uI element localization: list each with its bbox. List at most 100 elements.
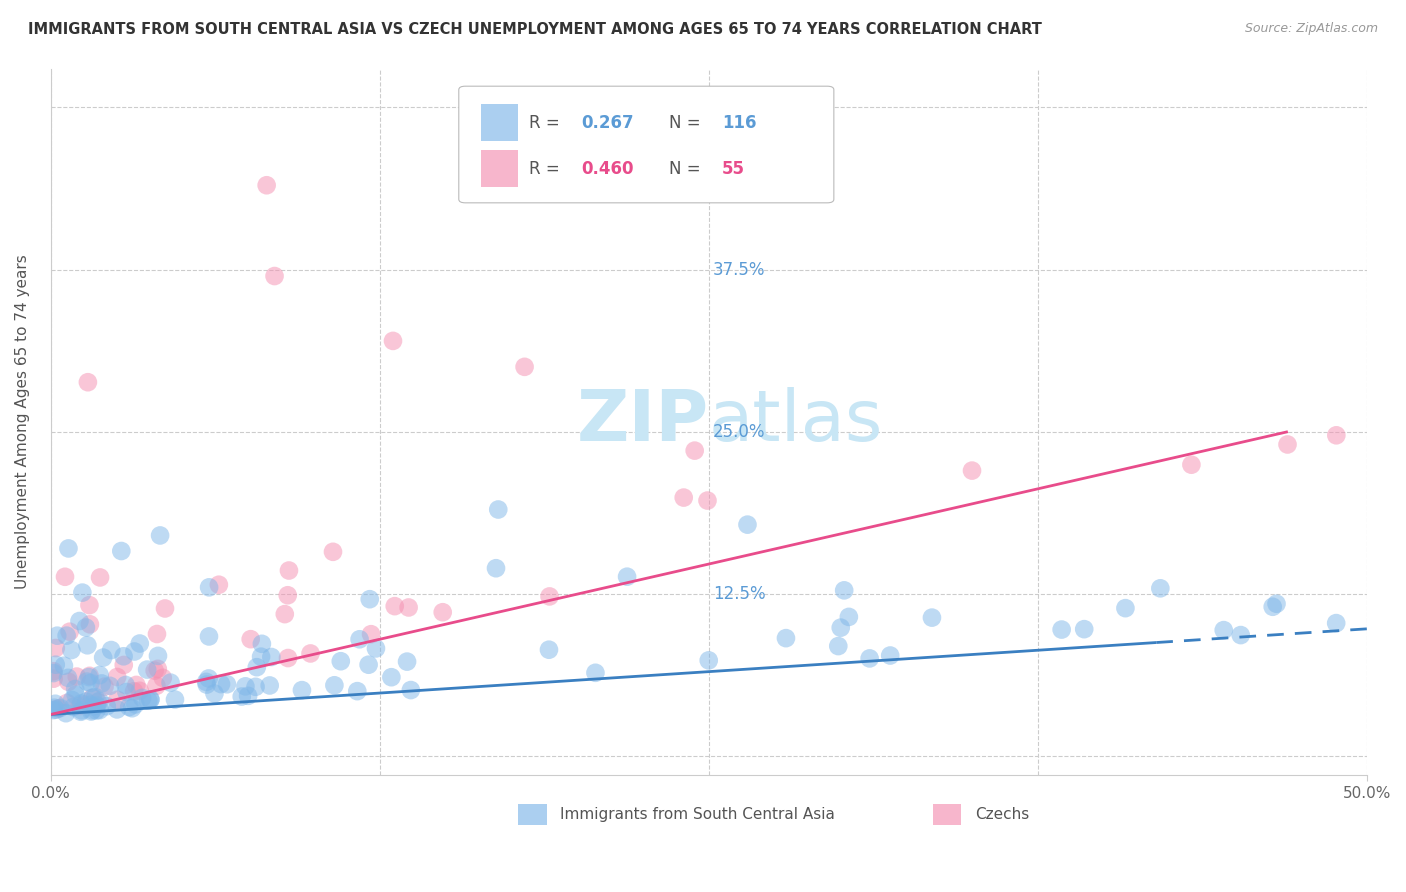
Point [58, 674, 80, 689]
Point [396, 655, 419, 669]
Point [737, 517, 759, 532]
Point [45, 703, 67, 717]
Point [322, 545, 344, 559]
Point [45, 657, 67, 672]
Point [44, 700, 66, 714]
Point [697, 653, 720, 667]
Point [89, 570, 111, 584]
Point [236, 689, 259, 703]
Point [75, 620, 97, 634]
Point [112, 649, 135, 664]
Point [46, 629, 69, 643]
Point [231, 690, 253, 704]
Text: R =: R = [529, 160, 565, 178]
Point [827, 639, 849, 653]
Point [246, 660, 269, 674]
Text: 116: 116 [723, 113, 756, 132]
Point [364, 641, 387, 656]
Point [616, 570, 638, 584]
Point [58, 541, 80, 556]
Point [66, 670, 89, 684]
Point [80, 705, 103, 719]
Text: Source: ZipAtlas.com: Source: ZipAtlas.com [1244, 22, 1378, 36]
Text: 0.460: 0.460 [581, 160, 634, 178]
Point [349, 632, 371, 647]
Text: atlas: atlas [709, 387, 883, 457]
Point [131, 690, 153, 705]
Point [96, 699, 118, 714]
Point [1265, 597, 1288, 611]
Point [683, 443, 706, 458]
Point [1277, 437, 1299, 451]
Point [69, 698, 91, 713]
Point [79, 676, 101, 690]
Bar [481, 104, 517, 141]
Point [77, 670, 100, 684]
Point [538, 590, 561, 604]
Point [152, 671, 174, 685]
Point [112, 657, 135, 672]
Point [139, 692, 162, 706]
Point [380, 670, 402, 684]
Point [485, 561, 508, 575]
Bar [517, 804, 547, 825]
Point [121, 701, 143, 715]
Point [1261, 599, 1284, 614]
Point [1229, 628, 1251, 642]
Point [82, 690, 104, 705]
Point [1050, 623, 1073, 637]
Point [398, 600, 420, 615]
Point [69, 614, 91, 628]
Point [55, 706, 77, 721]
Bar [481, 150, 517, 187]
Point [83, 699, 105, 714]
Point [72, 585, 94, 599]
Point [62, 700, 84, 714]
Point [672, 491, 695, 505]
Point [105, 670, 128, 684]
Point [197, 672, 219, 686]
FancyBboxPatch shape [458, 87, 834, 202]
Text: 25.0%: 25.0% [713, 423, 765, 441]
Point [1114, 601, 1136, 615]
Point [79, 598, 101, 612]
Text: N =: N = [669, 160, 706, 178]
Point [44, 697, 66, 711]
Point [859, 651, 882, 665]
Point [86, 698, 108, 713]
Point [159, 675, 181, 690]
Point [42, 666, 65, 681]
Point [46, 701, 69, 715]
Point [42, 672, 65, 686]
Point [382, 334, 405, 348]
Point [921, 610, 943, 624]
Point [1180, 458, 1202, 472]
Point [359, 592, 381, 607]
Point [146, 648, 169, 663]
Point [256, 178, 278, 193]
Point [60, 693, 83, 707]
Point [79, 669, 101, 683]
Point [122, 684, 145, 698]
Point [209, 677, 232, 691]
Point [198, 580, 221, 594]
Point [79, 698, 101, 712]
Point [55, 629, 77, 643]
Point [45, 640, 67, 655]
Point [105, 702, 128, 716]
Point [775, 631, 797, 645]
Point [114, 678, 136, 692]
Point [1324, 428, 1347, 442]
Point [384, 599, 406, 614]
Point [53, 570, 76, 584]
Point [115, 685, 138, 699]
Point [105, 693, 128, 707]
Point [100, 643, 122, 657]
Point [278, 564, 301, 578]
Point [124, 644, 146, 658]
Point [537, 642, 560, 657]
Point [1324, 616, 1347, 631]
Point [60, 643, 83, 657]
Point [70, 697, 93, 711]
Point [52, 658, 75, 673]
